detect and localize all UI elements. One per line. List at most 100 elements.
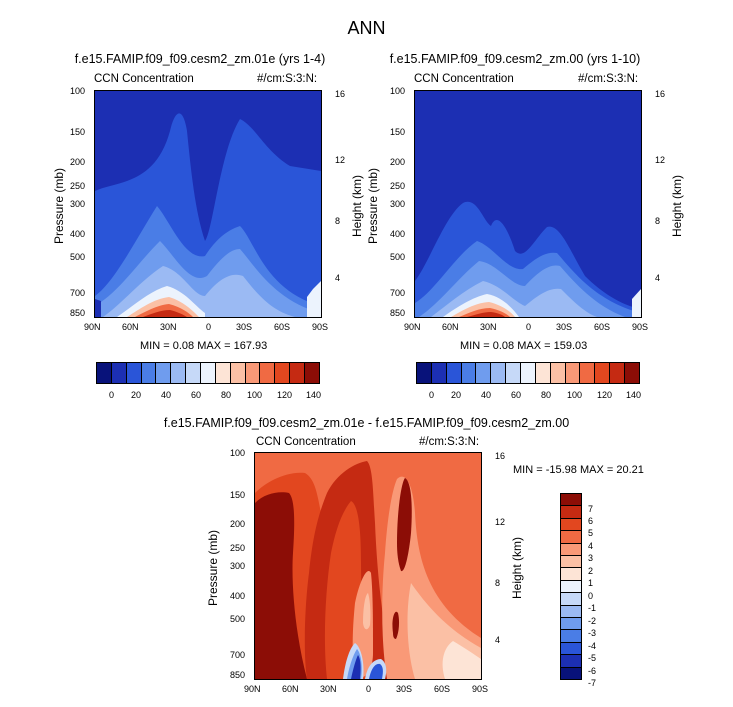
colorbar-swatch [275,363,291,383]
panel-2-xtick: 60N [442,322,459,332]
colorbar-swatch [305,363,319,383]
panel-2-ytick: 500 [390,252,406,262]
panel-3-cbar-tick: 6 [588,516,594,526]
colorbar-swatch [610,363,626,383]
panel-1-y2tick: 16 [335,89,346,99]
panel-2-max-value: 159.03 [553,340,588,352]
colorbar-swatch [561,556,581,569]
colorbar-swatch [97,363,112,383]
colorbar-swatch [561,580,581,594]
panel-1-cbar-tick: 40 [161,390,172,400]
panel-1-cbar-tick: 140 [306,390,322,400]
colorbar-swatch [461,363,477,383]
panel-2-xtick: 60S [594,322,611,332]
colorbar-swatch [521,363,536,383]
colorbar-swatch [561,531,581,544]
panel-2-max-label: MAX = [517,340,551,352]
panel-1-ytick: 500 [70,252,86,262]
panel-2-contour [415,91,641,317]
panel-2-ytick: 100 [390,86,406,96]
panel-1-xtick: 90N [84,322,101,332]
panel-1-field-label: CCN Concentration [94,73,194,85]
colorbar-swatch [550,363,566,383]
panel-3-cbar-tick: -6 [588,666,597,676]
panel-3-y2tick: 8 [495,578,501,588]
panel-2-y2tick: 8 [655,216,661,226]
panel-3-ytick: 850 [230,670,246,680]
panel-2-y2label: Height (km) [670,175,684,238]
panel-2-ytick: 200 [390,157,406,167]
panel-3-xtick: 90S [472,684,489,694]
panel-2-title: f.e15.FAMIP.f09_f09.cesm2_zm.00 (yrs 1-1… [389,52,641,66]
colorbar-swatch [186,363,202,383]
colorbar-swatch [561,630,581,643]
panel-3-cbar-tick: 5 [588,528,594,538]
panel-1-ytick: 850 [70,308,86,318]
panel-2-min-label: MIN = [460,340,490,352]
colorbar-swatch [111,363,127,383]
panel-1-min-label: MIN = [140,340,170,352]
panel-1-contour [95,91,321,317]
panel-1-max-label: MAX = [197,340,231,352]
colorbar-swatch [561,618,581,631]
panel-1-cbar-tick: 80 [221,390,232,400]
panel-1-cbar-tick: 60 [191,390,202,400]
colorbar-swatch [491,363,507,383]
panel-2-minmax: MIN = 0.08 MAX = 159.03 [460,340,587,352]
panel-3-cbar-tick: 1 [588,578,594,588]
panel-1-xtick: 60S [274,322,291,332]
panel-3-field-label: CCN Concentration [256,436,356,448]
panel-2-y2tick: 4 [655,273,661,283]
panel-3-ytick: 250 [230,543,246,553]
panel-1-min-value: 0.08 [172,340,195,352]
colorbar-swatch [561,655,581,668]
panel-1-cbar-tick: 100 [247,390,263,400]
panel-2-cbar-tick: 40 [481,390,492,400]
colorbar-swatch [535,363,551,383]
panel-2-ylabel: Pressure (mb) [366,168,380,245]
colorbar-swatch [446,363,462,383]
colorbar-swatch [561,593,581,606]
colorbar-swatch [506,363,522,383]
panel-3-colorbar [560,493,582,680]
panel-3-max-value: 20.21 [616,464,644,476]
panel-2-field-label: CCN Concentration [414,73,514,85]
panel-2-xtick: 90S [632,322,649,332]
panel-3-ytick: 150 [230,490,246,500]
panel-1-ytick: 200 [70,157,86,167]
colorbar-swatch [561,667,581,680]
panel-2-ytick: 850 [390,308,406,318]
panel-1-ylabel: Pressure (mb) [52,168,66,245]
panel-2-ytick: 700 [390,288,406,298]
panel-3-max-label: MAX = [579,464,614,476]
panel-1-plot [94,90,322,318]
panel-2-ytick: 400 [390,229,406,239]
panel-3-ytick: 100 [230,448,246,458]
colorbar-swatch [260,363,276,383]
panel-2-ytick: 300 [390,199,406,209]
panel-1-units-label: #/cm:S:3:N: [257,73,318,85]
colorbar-swatch [141,363,157,383]
panel-3-xtick: 30S [396,684,413,694]
colorbar-swatch [156,363,172,383]
panel-3-y2tick: 4 [495,635,501,645]
panel-3-cbar-tick: 4 [588,541,594,551]
panel-1-ytick: 150 [70,127,86,137]
panel-3-min-value: -15.98 [545,464,577,476]
panel-3-title: f.e15.FAMIP.f09_f09.cesm2_zm.01e - f.e15… [163,416,570,430]
colorbar-swatch [245,363,261,383]
panel-3-cbar-tick: -3 [588,628,597,638]
colorbar-swatch [561,568,581,581]
panel-2-xtick: 30N [480,322,497,332]
panel-3-xtick: 30N [320,684,337,694]
colorbar-swatch [595,363,611,383]
panel-2-plot [414,90,642,318]
panel-3-xtick: 60S [434,684,451,694]
colorbar-swatch [171,363,187,383]
colorbar-swatch [215,363,231,383]
panel-3-min-label: MIN = [513,464,543,476]
panel-1-max-value: 167.93 [233,340,268,352]
panel-1-xtick: 90S [312,322,329,332]
panel-2-min-value: 0.08 [492,340,515,352]
panel-2-cbar-tick: 60 [511,390,522,400]
